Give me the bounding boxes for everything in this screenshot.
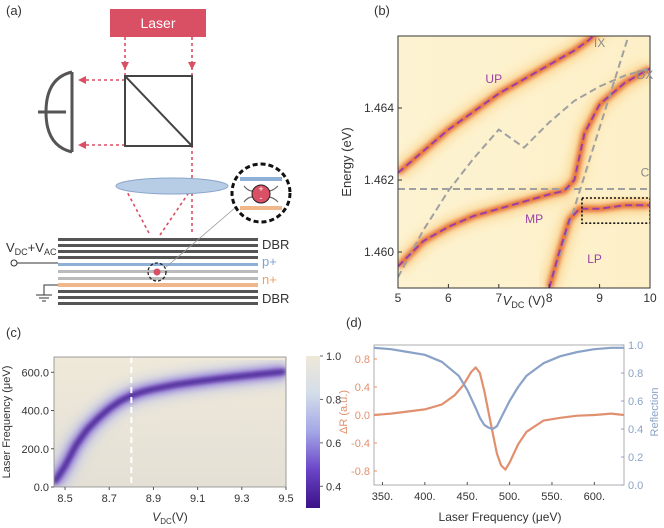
x-tick-label: 9.3 [234, 493, 249, 505]
y-tick-label-right: 0.8 [628, 368, 643, 380]
dipole-zoom: + - [230, 162, 292, 224]
y-tick-label-left: 0.0 [355, 410, 370, 422]
circuit-wires [10, 259, 58, 302]
panel-b-energy-map: (b) 5 6 7 8 9 10 1.460 1.462 1.464 UP MP LP IX DX C V… [339, 3, 657, 310]
heatmap-c-frame [53, 356, 287, 488]
x-tick-label: 550. [541, 491, 562, 503]
panel-label-a: (a) [6, 3, 22, 18]
panel-d-reflection: (d) 350. 400. 450. 500. 550. 600. -0.8 -0.4 0.0 0… [338, 315, 661, 524]
lp-fit-curve [548, 204, 650, 288]
minus-sign: - [260, 193, 263, 203]
x-tick-label: 450. [457, 491, 478, 503]
x-tick-label: 8.5 [57, 493, 72, 505]
colorbar-tick-label: 0.4 [326, 481, 341, 493]
mp-fit-curve [398, 67, 650, 268]
heatmap-c-ridge [54, 358, 286, 487]
voltage-label: VDC+VAC [6, 240, 57, 257]
heatmap-b-fit-curves [398, 36, 650, 288]
x-tick-label: 10 [643, 291, 657, 305]
y-tick-label-left: 0.8 [355, 354, 370, 366]
plot-d-series [374, 346, 624, 471]
curve-label-dx: DX [637, 68, 654, 82]
x-tick-label: 500. [499, 491, 520, 503]
x-tick-label: 350. [372, 491, 393, 503]
x-tick-label: 400. [414, 491, 435, 503]
curve-label-up: UP [485, 72, 502, 86]
y-tick-label-right: 0.0 [628, 480, 643, 492]
x-tick-label: 7 [495, 291, 502, 305]
heatmap-b-ylabel: Energy (eV) [339, 127, 354, 196]
up-fit-curve [398, 36, 595, 174]
colorbar-ticks: 0.4 0.6 0.8 1.0 [320, 351, 341, 493]
series-delta-r [374, 366, 624, 471]
colorbar-tick-label: 1.0 [326, 351, 341, 363]
heatmap-b-xlabel: VDC (V) [503, 293, 546, 310]
colorbar-tick-label: 0.6 [326, 438, 341, 450]
curve-label-mp: MP [525, 212, 543, 226]
x-tick-label: 8.9 [146, 493, 161, 505]
y-tick-label-left: 0.4 [355, 382, 370, 394]
x-tick-label: 9.1 [190, 493, 205, 505]
heatmap-c-ylabel: Laser Frequency (μeV) [1, 366, 13, 479]
y-tick-label: 200.0 [21, 444, 49, 456]
dbr-top-label: DBR [262, 237, 289, 252]
panel-label-c: (c) [6, 325, 21, 340]
ridge-core [54, 369, 286, 485]
panel-label-d: (d) [346, 315, 362, 330]
beam-arrows [78, 62, 196, 149]
plot-d-xlabel: Laser Frequency (μeV) [439, 510, 562, 524]
laser-label: Laser [140, 15, 175, 31]
beam-paths [78, 37, 193, 236]
dx-curve [398, 67, 650, 278]
x-tick-label: 8 [546, 291, 553, 305]
heatmap-c-ticks: 8.5 8.7 8.9 9.1 9.3 9.5 0.0 200.0 400.0 600.0 [21, 367, 293, 505]
dbr-bottom-label: DBR [262, 291, 289, 306]
y-tick-label: 1.462 [364, 173, 394, 187]
y-tick-label-right: 0.2 [628, 452, 643, 464]
plot-d-ylabel-right: Reflection [649, 388, 661, 437]
x-tick-label: 6 [445, 291, 452, 305]
plus-sign: + [258, 184, 263, 194]
heatmap-c-xlabel: VDC(V) [152, 510, 188, 526]
panel-c-frequency-map: (c) 8.5 8.7 8.9 9.1 9.3 9.5 0.0 200.0 400.0 600.0… [1, 325, 341, 526]
y-tick-label: 1.464 [364, 101, 394, 115]
plot-d-ticks: 350. 400. 450. 500. 550. 600. -0.8 -0.4 0.0 0.4 0.… [351, 340, 643, 503]
plot-d-ylabel-left: ΔR (a.u.) [338, 390, 350, 434]
panel-label-b: (b) [374, 3, 390, 18]
curve-label-c: C [641, 165, 650, 179]
y-tick-label-right: 0.6 [628, 396, 643, 408]
colorbar-tick-label: 0.8 [326, 394, 341, 406]
heatmap-b-frame [397, 35, 651, 289]
series-reflection [374, 346, 624, 431]
heatmap-b-curve-labels: UP MP LP IX DX C [485, 36, 653, 266]
panel-a-schematic: (a) Laser [6, 3, 292, 306]
x-tick-label: 5 [395, 291, 402, 305]
y-tick-label-right: 0.4 [628, 424, 643, 436]
y-tick-label-right: 1.0 [628, 340, 643, 352]
x-tick-label: 9 [596, 291, 603, 305]
colorbar [306, 356, 320, 508]
heatmap-b-ticks: 5 6 7 8 9 10 1.460 1.462 1.464 [364, 101, 657, 305]
p-plus-label: p+ [262, 254, 277, 269]
y-tick-label: 600.0 [21, 367, 49, 379]
y-tick-label-left: -0.4 [351, 438, 370, 450]
y-tick-label: 1.460 [364, 245, 394, 259]
curve-label-ix: IX [594, 36, 605, 50]
y-tick-label: 0.0 [34, 482, 49, 494]
y-tick-label: 400.0 [21, 406, 49, 418]
x-tick-label: 8.7 [102, 493, 117, 505]
laser-box [110, 9, 206, 37]
n-plus-label: n+ [262, 272, 277, 287]
lens-icon [115, 177, 229, 195]
x-tick-label: 9.5 [278, 493, 293, 505]
exciton-site [147, 262, 167, 282]
beam-splitter [124, 75, 193, 147]
curve-label-lp: LP [587, 252, 602, 266]
inset-box [581, 197, 650, 225]
x-tick-label: 600. [584, 491, 605, 503]
y-tick-label-left: -0.8 [351, 466, 370, 478]
